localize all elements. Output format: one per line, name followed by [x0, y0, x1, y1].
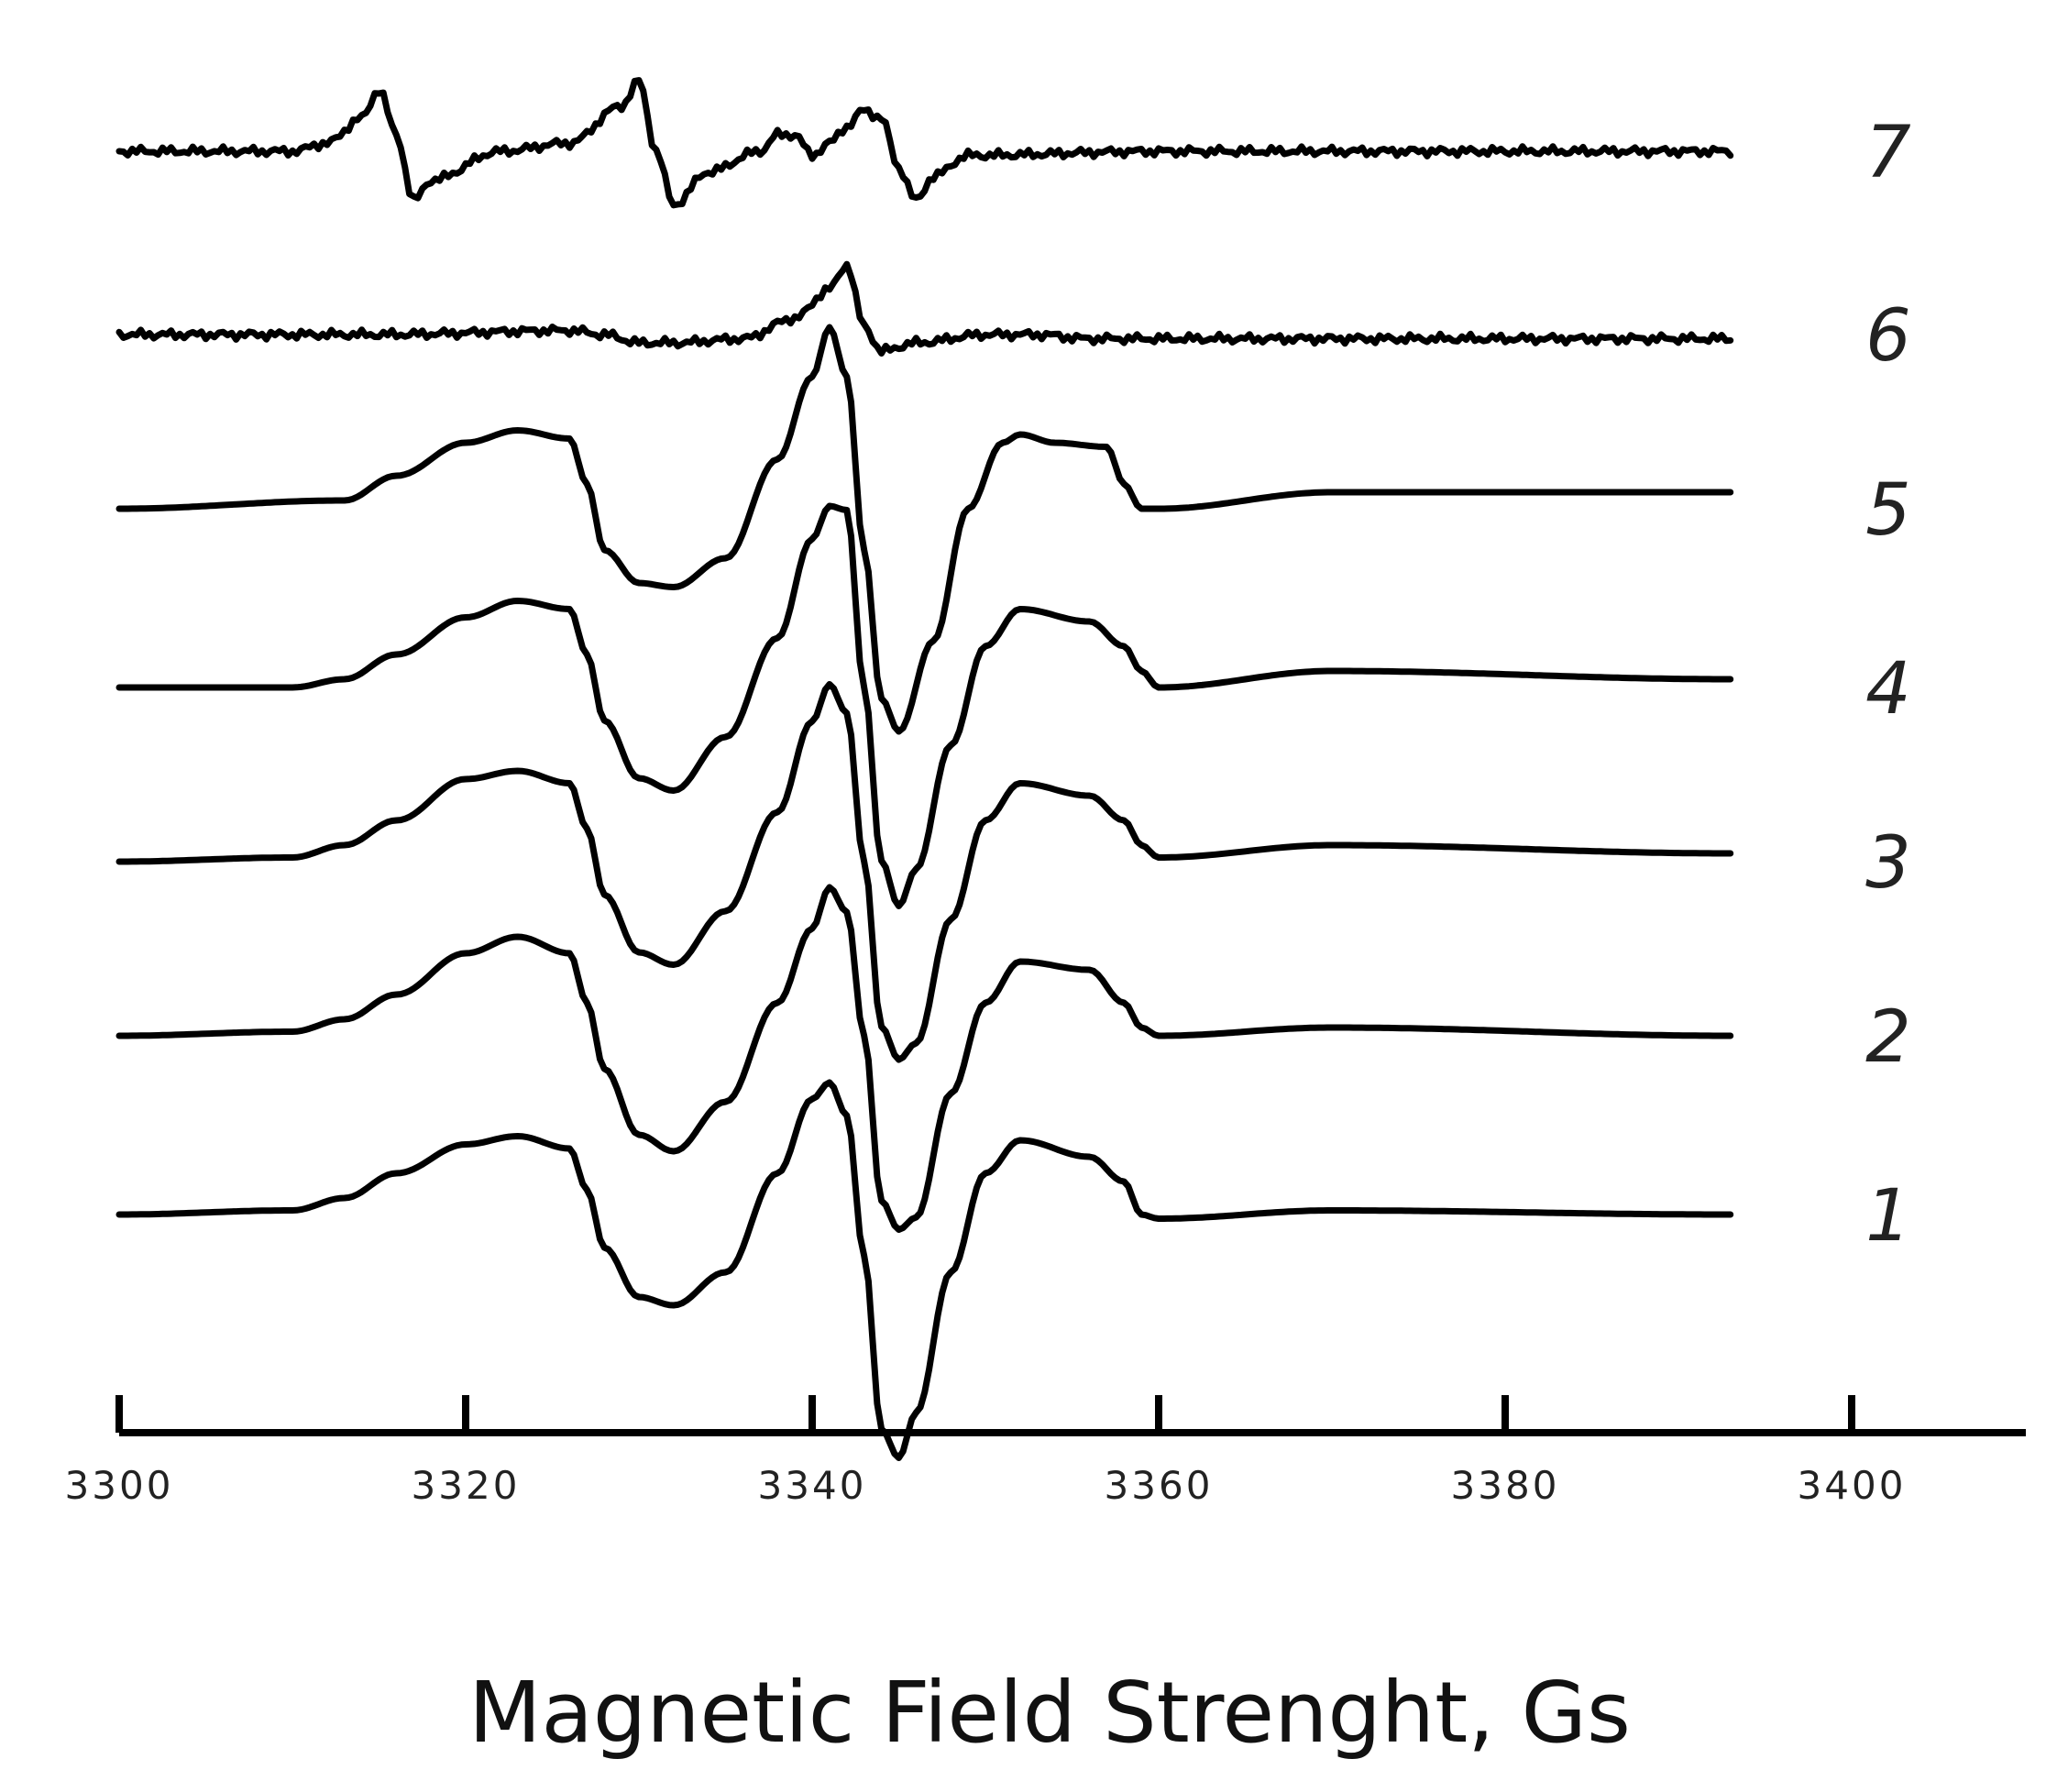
x-tick-label-3400: 3400 [1798, 1463, 1907, 1508]
series-label-2: 2 [1865, 996, 1911, 1079]
series-label-3: 3 [1865, 822, 1911, 905]
x-axis-label: Magnetic Field Strenght, Gs [468, 1664, 1631, 1762]
trace-6 [116, 260, 1734, 357]
trace-4 [116, 502, 1734, 909]
spectrum-traces [116, 77, 1734, 1461]
trace-2 [116, 884, 1734, 1233]
x-tick-label-3380: 3380 [1451, 1463, 1560, 1508]
series-label-1: 1 [1865, 1175, 1911, 1258]
trace-5 [116, 324, 1734, 735]
series-label-7: 7 [1865, 112, 1911, 194]
series-labels: 7 6 5 4 3 2 1 [1865, 112, 1911, 1258]
trace-1 [116, 1079, 1734, 1461]
x-tick-label-3340: 3340 [758, 1463, 867, 1508]
x-axis: 3300 3320 3340 3360 3380 3400 [65, 1395, 2026, 1508]
series-label-6: 6 [1865, 295, 1911, 378]
trace-7 [116, 77, 1734, 209]
series-label-4: 4 [1865, 648, 1911, 731]
series-label-5: 5 [1865, 469, 1911, 552]
x-tick-label-3300: 3300 [65, 1463, 174, 1508]
trace-3 [116, 681, 1734, 1063]
x-ticks: 3300 3320 3340 3360 3380 3400 [65, 1395, 1907, 1508]
x-tick-label-3360: 3360 [1105, 1463, 1214, 1508]
x-tick-label-3320: 3320 [412, 1463, 521, 1508]
